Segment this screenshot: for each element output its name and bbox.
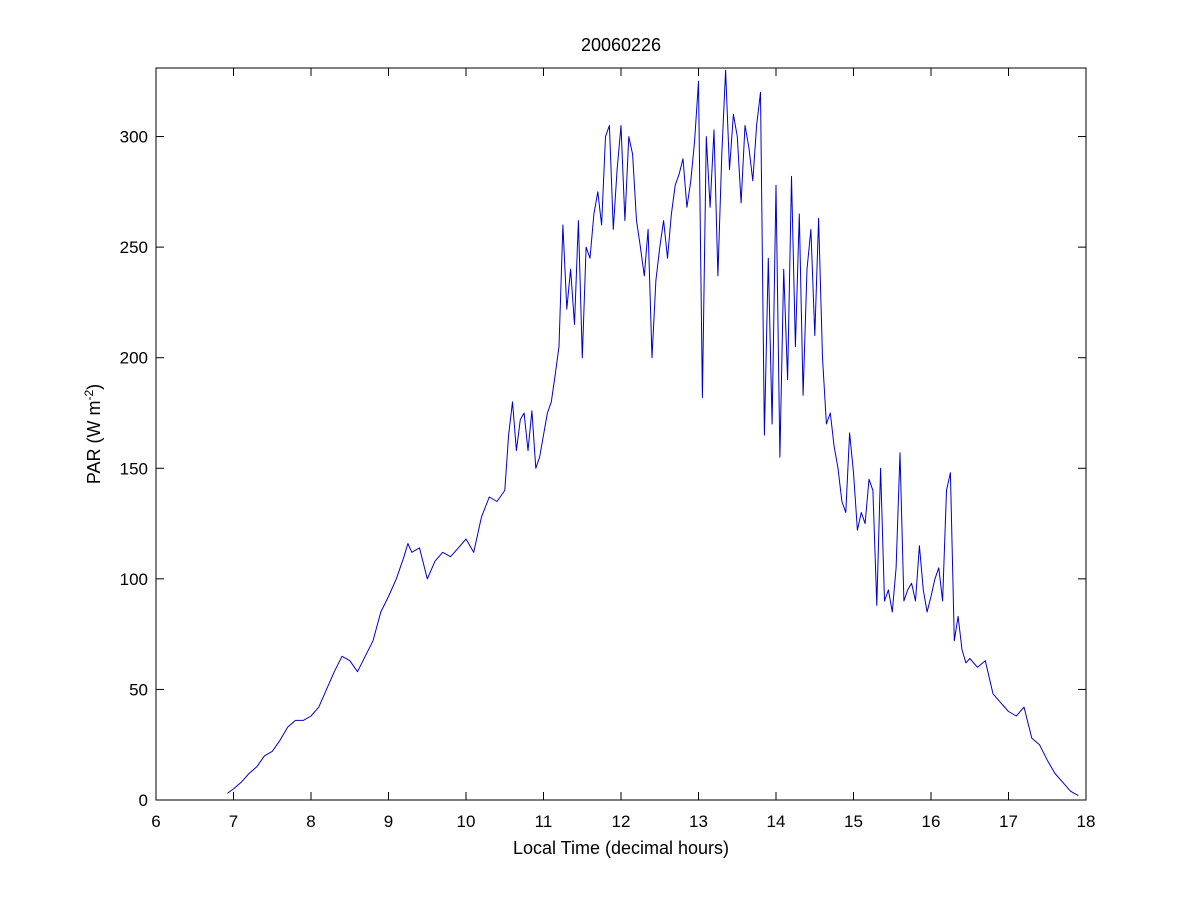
y-axis-ticks [156,136,1086,801]
x-tick-label: 6 [151,812,160,831]
x-tick-label: 9 [384,812,393,831]
x-tick-label: 13 [689,812,708,831]
y-tick-label: 100 [120,570,148,589]
y-axis-tick-labels: 0 50 100 150 200 250 300 [120,128,148,810]
plot-area-frame [155,67,1087,801]
y-tick-label: 0 [139,791,148,810]
x-tick-label: 18 [1077,812,1096,831]
x-tick-label: 11 [535,812,553,831]
y-axis-title-main: PAR (W m [84,401,104,485]
y-tick-label: 200 [120,349,148,368]
x-tick-label: 17 [999,812,1018,831]
chart-title: 20060226 [581,35,661,55]
x-tick-label: 7 [229,812,238,831]
x-axis-title: Local Time (decimal hours) [513,838,729,858]
x-tick-label: 8 [306,812,315,831]
y-tick-label: 300 [120,128,148,147]
y-tick-label: 50 [129,680,148,699]
x-tick-label: 16 [922,812,941,831]
y-tick-label: 150 [120,459,148,478]
x-axis-tick-labels: 6 7 8 9 10 11 12 13 14 15 16 17 18 [151,812,1095,831]
x-tick-label: 14 [767,812,786,831]
par-series-line [227,69,1079,797]
x-tick-label: 15 [844,812,863,831]
x-tick-label: 10 [457,812,476,831]
y-axis-title-superscript: -2 [82,390,96,401]
y-axis-title: PAR (W m-2) [82,384,104,484]
y-tick-label: 250 [120,238,148,257]
y-axis-title-close: ) [84,384,104,390]
x-axis-ticks [155,68,1087,800]
x-tick-label: 12 [612,812,631,831]
